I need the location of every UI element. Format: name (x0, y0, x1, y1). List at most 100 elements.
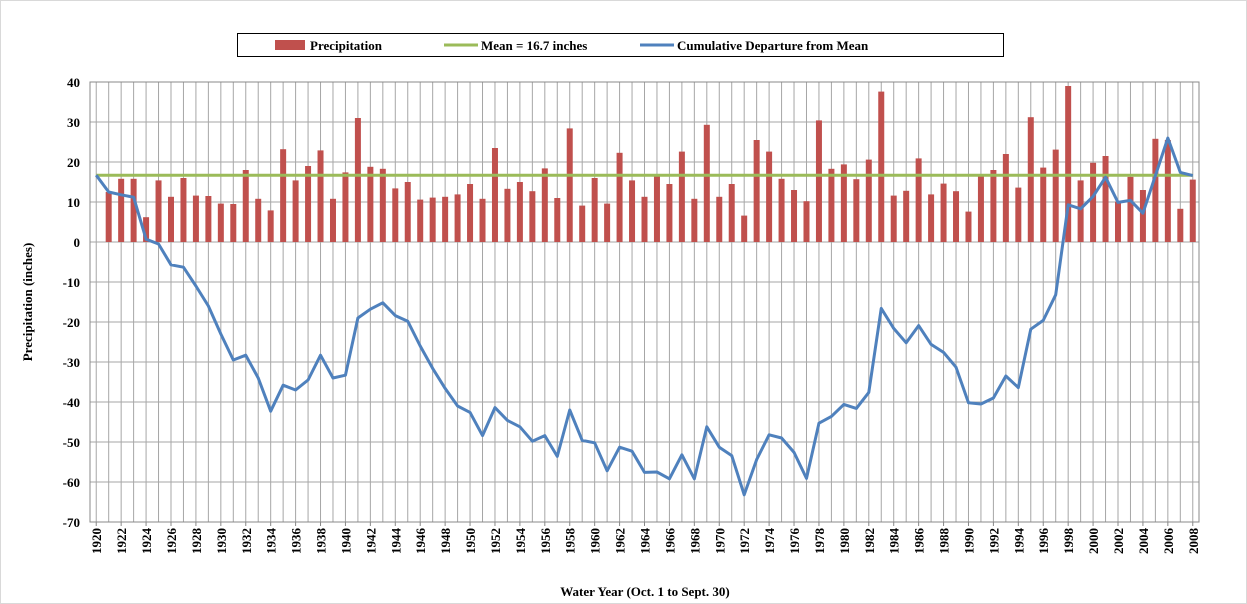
bar (342, 172, 349, 242)
bar (965, 211, 972, 242)
x-tick-label: 1920 (89, 528, 104, 554)
bar (329, 198, 336, 242)
bar (180, 178, 187, 242)
bar (691, 198, 698, 242)
bar (442, 196, 449, 242)
x-tick-label: 1962 (613, 528, 628, 554)
bar (990, 170, 997, 242)
bar (1015, 187, 1022, 242)
bar (803, 201, 810, 242)
bar (367, 166, 374, 242)
bar (865, 159, 872, 242)
y-tick-label: -30 (63, 355, 80, 370)
bar (504, 188, 511, 242)
legend-swatch (275, 40, 305, 50)
bar (853, 179, 860, 242)
x-tick-label: 1942 (363, 528, 378, 554)
y-tick-label: 0 (74, 235, 81, 250)
bar (317, 150, 324, 242)
bar (379, 168, 386, 242)
bar (1164, 140, 1171, 242)
x-tick-label: 1966 (662, 528, 677, 555)
bar (1052, 149, 1059, 242)
bar (579, 205, 586, 242)
bar (354, 118, 361, 242)
bar (653, 176, 660, 242)
bar (940, 183, 947, 242)
bar (1189, 179, 1196, 242)
x-tick-label: 1972 (737, 528, 752, 554)
bar (629, 180, 636, 242)
x-tick-label: 1974 (762, 528, 777, 555)
bar (1090, 162, 1097, 242)
legend-label: Mean = 16.7 inches (481, 38, 587, 53)
bar (741, 215, 748, 242)
x-tick-label: 1968 (687, 528, 702, 555)
x-tick-label: 1936 (289, 528, 304, 555)
x-tick-label: 1978 (812, 528, 827, 555)
bar (1115, 201, 1122, 242)
y-tick-label: -20 (63, 315, 80, 330)
x-tick-label: 1954 (513, 528, 528, 555)
x-tick-label: 1988 (937, 528, 952, 555)
bar (155, 180, 162, 242)
bar (903, 190, 910, 242)
y-tick-label: 10 (67, 195, 80, 210)
bar (1027, 117, 1034, 242)
x-tick-label: 2002 (1111, 528, 1126, 554)
bar (716, 196, 723, 242)
x-tick-label: 1928 (189, 528, 204, 555)
legend-box (237, 33, 1004, 57)
y-tick-label: -60 (63, 475, 80, 490)
bar (828, 168, 835, 242)
bar (678, 151, 685, 242)
x-tick-label: 1948 (438, 528, 453, 555)
bar (778, 178, 785, 242)
bar (566, 128, 573, 242)
bar (591, 178, 598, 242)
bar (1002, 154, 1009, 242)
y-tick-label: 30 (67, 115, 80, 130)
x-tick-label: 1990 (961, 528, 976, 554)
x-tick-label: 1994 (1011, 528, 1026, 555)
x-tick-label: 2004 (1136, 528, 1151, 555)
bar (1152, 138, 1159, 242)
x-tick-label: 1970 (712, 528, 727, 554)
bar (1139, 190, 1146, 242)
x-tick-label: 1950 (463, 528, 478, 554)
bar (616, 152, 623, 242)
line-series (95, 136, 1194, 497)
bar (130, 178, 137, 242)
bar (454, 194, 461, 242)
bar (753, 140, 760, 242)
bar (915, 158, 922, 242)
bar (467, 184, 474, 242)
y-tick-label: -70 (63, 515, 80, 530)
x-tick-label: 1982 (862, 528, 877, 554)
x-tick-label: 1952 (488, 528, 503, 554)
x-tick-label: 1922 (114, 528, 129, 554)
x-tick-label: 1998 (1061, 528, 1076, 555)
bar (192, 195, 199, 242)
bar (105, 192, 112, 242)
bar (429, 197, 436, 242)
x-axis-label: Water Year (Oct. 1 to Sept. 30) (560, 584, 729, 599)
bar (280, 149, 287, 242)
bar (1177, 208, 1184, 242)
legend-label: Precipitation (310, 38, 383, 53)
x-tick-label: 1926 (164, 528, 179, 555)
bar (255, 198, 262, 242)
bar (404, 182, 411, 242)
y-tick-label: -10 (63, 275, 80, 290)
bar (529, 191, 536, 242)
bar (878, 91, 885, 242)
bar (267, 210, 274, 242)
bar (928, 194, 935, 242)
bar (766, 151, 773, 242)
bar (1065, 86, 1072, 242)
bar (541, 168, 548, 242)
x-tick-label: 2006 (1161, 528, 1176, 555)
bar (292, 180, 299, 242)
x-tick-label: 2008 (1186, 528, 1201, 555)
